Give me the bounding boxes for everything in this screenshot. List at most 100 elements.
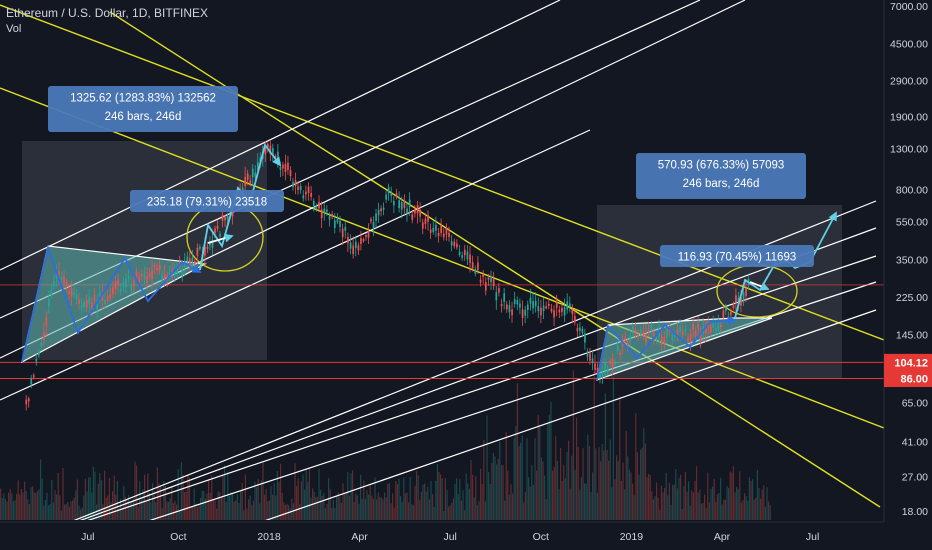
volume-bar — [121, 507, 123, 520]
price-tick-label: 7000.00 — [890, 1, 928, 13]
volume-bar — [484, 501, 486, 520]
volume-bar — [414, 485, 416, 520]
candle-body — [48, 298, 50, 308]
candle-body — [456, 243, 458, 248]
candle-body — [645, 334, 647, 343]
volume-bar — [182, 474, 184, 520]
volume-bar — [737, 489, 739, 520]
volume-bar — [355, 493, 357, 520]
volume-bar — [520, 442, 522, 520]
volume-bar — [148, 492, 150, 520]
time-axis[interactable]: Jul Oct 2018 Apr Jul Oct 2019 Apr Jul — [0, 521, 932, 550]
candle-body — [35, 358, 38, 362]
volume-bar — [209, 492, 211, 520]
volume-bar — [92, 466, 94, 520]
price-tag — [884, 353, 932, 371]
blue-zigzag-arrow-2017 — [21, 244, 202, 363]
candle-body — [611, 358, 614, 368]
volume-bar — [462, 490, 464, 520]
candle-body — [609, 360, 611, 364]
candle-body — [429, 229, 432, 233]
volume-bar — [3, 493, 5, 520]
candle-body — [466, 251, 469, 260]
volume-bar — [760, 498, 762, 520]
volume-bar — [496, 464, 498, 520]
candle-body — [542, 305, 545, 312]
price-tick-label: 225.00 — [896, 292, 928, 304]
volume-bar — [300, 481, 302, 520]
volume-bar — [500, 465, 502, 520]
volume-bar — [606, 449, 608, 520]
volume-bar — [48, 505, 50, 520]
volume-bar — [560, 447, 562, 520]
volume-bar — [641, 447, 643, 520]
candle-body — [119, 288, 122, 291]
volume-bar — [464, 510, 466, 520]
volume-bar — [236, 494, 238, 520]
candle-body — [450, 241, 453, 246]
symbol-title[interactable]: Ethereum / U.S. Dollar, 1D, BITFINEX — [6, 6, 209, 20]
volume-bar — [633, 495, 635, 520]
candle-body — [591, 358, 594, 364]
volume-bar — [740, 502, 742, 520]
price-axis[interactable]: 7000.00 4500.00 2900.00 1900.00 1300.00 800.0… — [883, 0, 932, 550]
candle-body — [692, 324, 695, 330]
volume-bar — [352, 470, 354, 520]
volume-bar — [358, 503, 360, 520]
volume-bar — [761, 489, 763, 520]
candle-body — [722, 310, 725, 318]
volume-bar — [523, 502, 525, 520]
volume-bar — [736, 486, 738, 520]
candle-body — [545, 306, 548, 309]
volume-bar — [558, 489, 560, 520]
volume-indicator-label[interactable]: Vol — [6, 23, 22, 35]
candle-body — [714, 328, 717, 332]
candle-body — [370, 219, 372, 222]
volume-bar — [684, 471, 686, 520]
price-tag — [884, 370, 932, 388]
candle-body — [524, 309, 527, 316]
volume-bars — [0, 370, 771, 520]
volume-bar — [563, 465, 565, 520]
candle-body — [168, 272, 171, 276]
candle-body — [681, 330, 684, 336]
volume-bar — [390, 503, 392, 520]
volume-bar — [769, 505, 771, 520]
candle-body — [385, 194, 387, 200]
volume-bar — [278, 482, 280, 520]
candle-body — [199, 246, 201, 249]
candle-body — [65, 281, 68, 287]
volume-bar — [123, 485, 125, 520]
volume-bar — [489, 483, 491, 520]
volume-bar — [580, 477, 582, 520]
candle-body — [432, 227, 435, 233]
volume-bar — [89, 477, 91, 520]
volume-bar — [180, 462, 182, 520]
candle-body — [117, 280, 120, 286]
candle-body — [500, 303, 503, 307]
volume-bar — [688, 481, 690, 520]
volume-bar — [686, 491, 688, 520]
candle-body — [704, 327, 707, 334]
candle-body — [336, 219, 339, 222]
volume-bar — [156, 467, 158, 520]
volume-bar — [374, 477, 376, 520]
time-tick-label: 2018 — [257, 531, 281, 543]
volume-bar — [251, 505, 253, 520]
volume-bar — [752, 479, 754, 520]
candle-body — [579, 327, 581, 331]
volume-bar — [705, 507, 707, 520]
volume-bar — [460, 500, 462, 520]
volume-bar — [364, 499, 366, 520]
volume-bar — [627, 456, 629, 520]
candle-body — [140, 274, 143, 277]
volume-bar — [52, 502, 54, 520]
volume-bar — [70, 501, 72, 520]
volume-bar — [417, 475, 419, 520]
candle-body — [492, 278, 495, 287]
volume-bar — [636, 452, 638, 520]
volume-bar — [56, 494, 58, 520]
candle-body — [302, 195, 305, 199]
volume-bar — [150, 502, 152, 520]
